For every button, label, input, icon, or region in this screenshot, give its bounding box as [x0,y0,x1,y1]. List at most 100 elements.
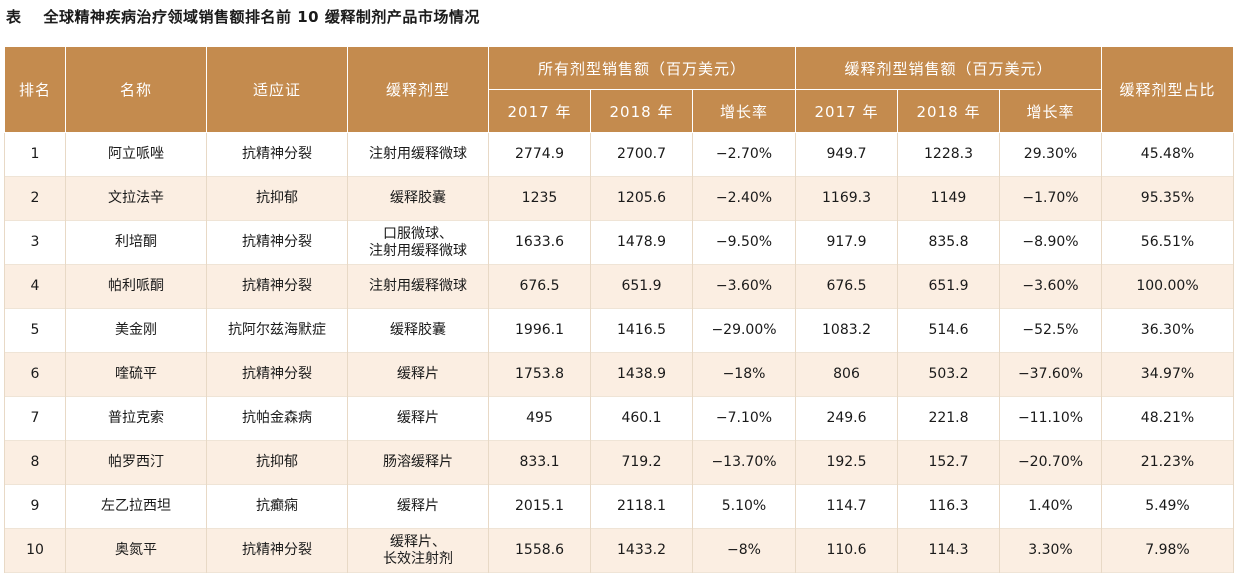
sr-sales-2018-cell: 514.6 [897,308,1000,353]
header-sr-sales: 缓释剂型销售额（百万美元） [795,46,1102,90]
form-cell: 缓释片、 长效注射剂 [347,528,489,573]
header-all-sales: 所有剂型销售额（百万美元） [488,46,796,90]
sr-share-cell: 95.35% [1101,176,1234,221]
name-cell: 普拉克索 [65,396,207,441]
sr-sales-2018-cell: 221.8 [897,396,1000,441]
indication-cell: 抗阿尔兹海默症 [206,308,348,353]
header-share: 缓释剂型占比 [1101,46,1234,133]
caption-title: 全球精神疾病治疗领域销售额排名前 10 缓释制剂产品市场情况 [43,8,480,26]
sales-table: 排名 名称 适应证 缓释剂型 所有剂型销售额（百万美元） 缓释剂型销售额（百万美… [4,46,1234,573]
table-caption: 表 全球精神疾病治疗领域销售额排名前 10 缓释制剂产品市场情况 [6,6,480,27]
name-cell: 奥氮平 [65,528,207,573]
all-sales-growth-cell: −9.50% [692,220,796,265]
header-form: 缓释剂型 [347,46,489,133]
sr-sales-growth-cell: −52.5% [999,308,1102,353]
all-sales-2017-cell: 495 [488,396,591,441]
rank-cell: 1 [4,132,66,177]
sr-sales-2017-cell: 806 [795,352,898,397]
sr-share-cell: 7.98% [1101,528,1234,573]
all-sales-2018-cell: 2118.1 [590,484,693,529]
table-row: 1 阿立哌唑 抗精神分裂 注射用缓释微球 2774.9 2700.7 −2.70% 949.7… [4,132,1234,177]
sr-share-cell: 48.21% [1101,396,1234,441]
all-sales-2018-cell: 1416.5 [590,308,693,353]
form-line: 缓释胶囊 [390,322,446,338]
all-sales-2018-cell: 719.2 [590,440,693,485]
all-sales-growth-cell: −8% [692,528,796,573]
sr-sales-2017-cell: 114.7 [795,484,898,529]
rank-cell: 8 [4,440,66,485]
all-sales-2018-cell: 460.1 [590,396,693,441]
header-all-2018: 2018 年 [590,89,693,133]
indication-cell: 抗帕金森病 [206,396,348,441]
all-sales-growth-cell: −29.00% [692,308,796,353]
rank-cell: 2 [4,176,66,221]
sr-sales-growth-cell: 29.30% [999,132,1102,177]
form-cell: 缓释胶囊 [347,308,489,353]
sr-sales-growth-cell: −3.60% [999,264,1102,309]
all-sales-2018-cell: 651.9 [590,264,693,309]
all-sales-2018-cell: 1478.9 [590,220,693,265]
name-cell: 美金刚 [65,308,207,353]
sr-sales-2018-cell: 116.3 [897,484,1000,529]
sr-sales-2017-cell: 1169.3 [795,176,898,221]
sr-sales-growth-cell: −8.90% [999,220,1102,265]
sr-sales-2018-cell: 503.2 [897,352,1000,397]
table-row: 6 喹硫平 抗精神分裂 缓释片 1753.8 1438.9 −18% 806 503.2 −37.… [4,352,1234,397]
form-line: 缓释片 [397,410,439,426]
sr-share-cell: 45.48% [1101,132,1234,177]
indication-cell: 抗精神分裂 [206,132,348,177]
table-row: 8 帕罗西汀 抗抑郁 肠溶缓释片 833.1 719.2 −13.70% 192.5 152.7… [4,440,1234,485]
rank-cell: 7 [4,396,66,441]
form-line: 缓释片、 [390,533,446,550]
form-line: 长效注射剂 [383,550,453,567]
all-sales-2018-cell: 1205.6 [590,176,693,221]
table-row: 9 左乙拉西坦 抗癫痫 缓释片 2015.1 2118.1 5.10% 114.7 116.3 1… [4,484,1234,529]
name-cell: 喹硫平 [65,352,207,397]
name-cell: 帕罗西汀 [65,440,207,485]
table-row: 10 奥氮平 抗精神分裂 缓释片、 长效注射剂 1558.6 1433.2 −8% 110.6 1… [4,528,1234,573]
form-cell: 缓释胶囊 [347,176,489,221]
sr-sales-growth-cell: −1.70% [999,176,1102,221]
header-sr-2018: 2018 年 [897,89,1000,133]
rank-cell: 9 [4,484,66,529]
form-line: 缓释胶囊 [390,190,446,206]
all-sales-growth-cell: −2.70% [692,132,796,177]
sr-sales-growth-cell: −37.60% [999,352,1102,397]
all-sales-2017-cell: 1753.8 [488,352,591,397]
indication-cell: 抗精神分裂 [206,220,348,265]
form-cell: 缓释片 [347,352,489,397]
name-cell: 阿立哌唑 [65,132,207,177]
sr-share-cell: 56.51% [1101,220,1234,265]
sr-sales-2017-cell: 1083.2 [795,308,898,353]
sr-sales-2017-cell: 949.7 [795,132,898,177]
rank-cell: 6 [4,352,66,397]
sr-sales-2017-cell: 917.9 [795,220,898,265]
sr-sales-2018-cell: 152.7 [897,440,1000,485]
form-cell: 口服微球、 注射用缓释微球 [347,220,489,265]
all-sales-growth-cell: 5.10% [692,484,796,529]
sr-sales-growth-cell: −20.70% [999,440,1102,485]
form-line: 注射用缓释微球 [369,242,467,259]
sr-sales-2018-cell: 1149 [897,176,1000,221]
table-row: 2 文拉法辛 抗抑郁 缓释胶囊 1235 1205.6 −2.40% 1169.3 1149 −1… [4,176,1234,221]
rank-cell: 4 [4,264,66,309]
form-line: 口服微球、 [383,225,453,242]
sr-sales-2017-cell: 249.6 [795,396,898,441]
table-header: 排名 名称 适应证 缓释剂型 所有剂型销售额（百万美元） 缓释剂型销售额（百万美… [4,46,1234,133]
sr-sales-2018-cell: 651.9 [897,264,1000,309]
name-cell: 帕利哌酮 [65,264,207,309]
header-rank: 排名 [4,46,66,133]
form-line: 肠溶缓释片 [383,454,453,470]
header-name: 名称 [65,46,207,133]
indication-cell: 抗抑郁 [206,440,348,485]
all-sales-2017-cell: 676.5 [488,264,591,309]
all-sales-growth-cell: −13.70% [692,440,796,485]
caption-tag: 表 [6,8,22,26]
sr-sales-2018-cell: 1228.3 [897,132,1000,177]
form-line: 缓释片 [397,498,439,514]
form-line: 注射用缓释微球 [369,278,467,294]
table-body: 1 阿立哌唑 抗精神分裂 注射用缓释微球 2774.9 2700.7 −2.70% 949.7… [4,132,1234,573]
header-indication: 适应证 [206,46,348,133]
all-sales-2017-cell: 1235 [488,176,591,221]
header-sr-2017: 2017 年 [795,89,898,133]
